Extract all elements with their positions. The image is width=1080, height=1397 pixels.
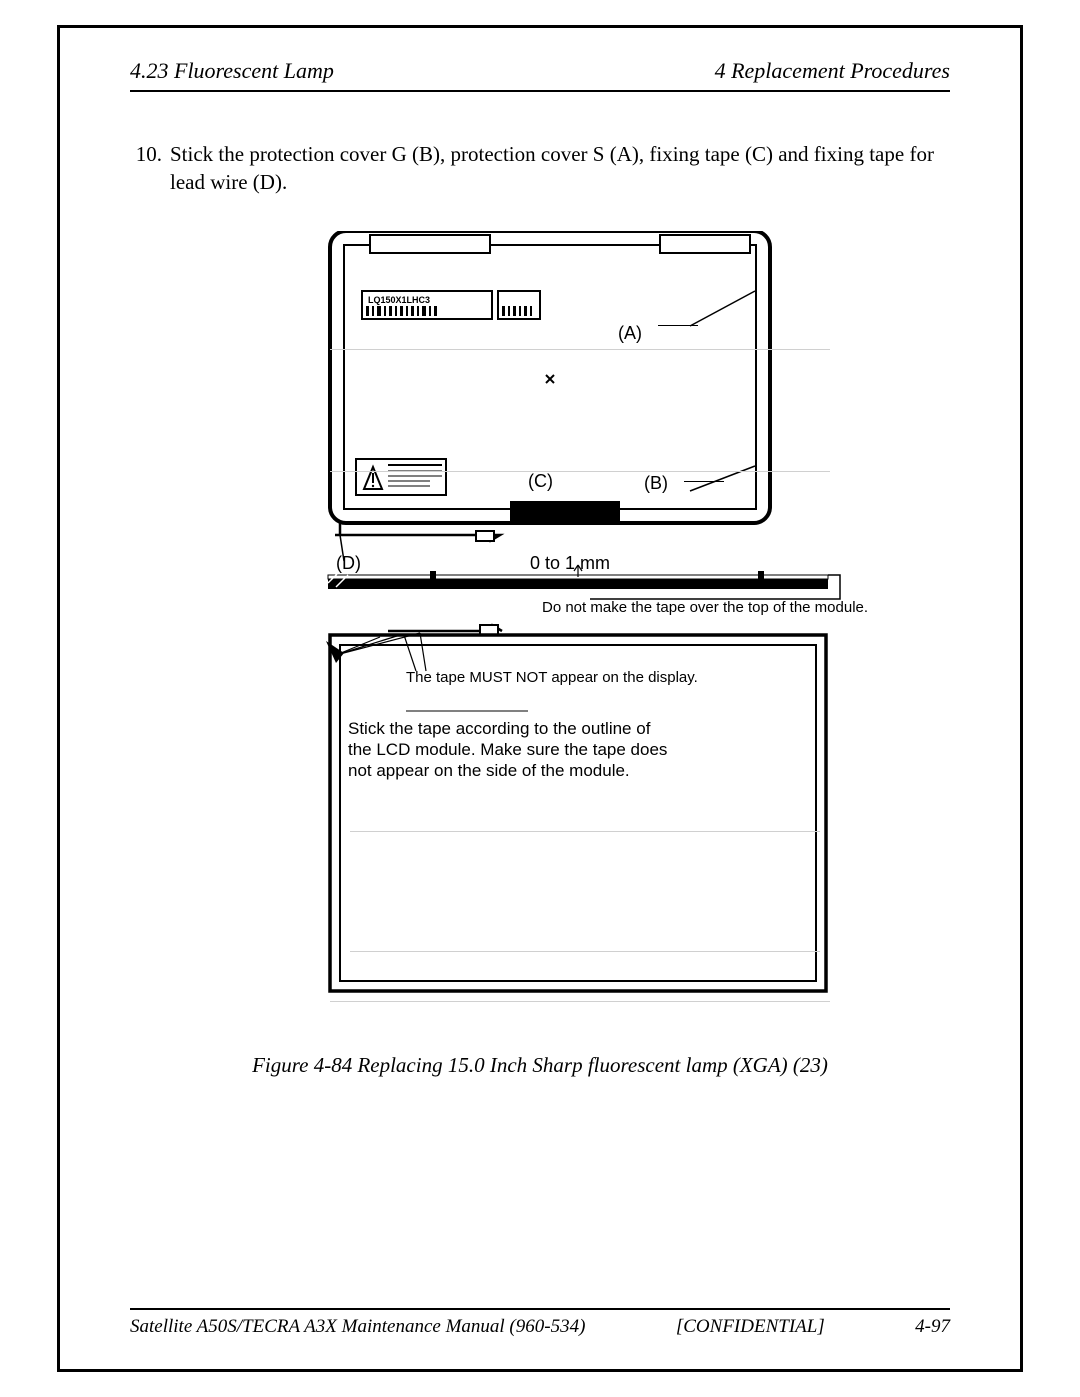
footer-left: Satellite A50S/TECRA A3X Maintenance Man… bbox=[130, 1316, 585, 1338]
note-top: Do not make the tape over the top of the… bbox=[542, 599, 868, 616]
figure-caption: Figure 4-84 Replacing 15.0 Inch Sharp fl… bbox=[130, 1053, 950, 1078]
faint-rule bbox=[350, 831, 820, 832]
step-number: 10. bbox=[130, 140, 170, 197]
faint-rule bbox=[330, 349, 830, 350]
step-10: 10. Stick the protection cover G (B), pr… bbox=[130, 140, 950, 197]
label-b: (B) bbox=[644, 473, 668, 494]
page-frame: 4.23 Fluorescent Lamp 4 Replacement Proc… bbox=[57, 25, 1023, 1372]
label-c: (C) bbox=[528, 471, 553, 492]
faint-rule bbox=[350, 951, 820, 952]
note-outline-l2: the LCD module. Make sure the tape does bbox=[348, 739, 667, 760]
label-gap: 0 to 1 mm bbox=[530, 553, 610, 574]
header-right: 4 Replacement Procedures bbox=[715, 58, 950, 84]
barcode-text: LQ150X1LHC3 bbox=[368, 295, 430, 305]
content-area: 4.23 Fluorescent Lamp 4 Replacement Proc… bbox=[130, 58, 950, 1338]
faint-rule bbox=[330, 471, 830, 472]
note-outline: Stick the tape according to the outline … bbox=[348, 718, 667, 782]
footer-center: [CONFIDENTIAL] bbox=[676, 1316, 825, 1338]
figure-area: LQ150X1LHC3 bbox=[130, 231, 950, 1021]
header-left: 4.23 Fluorescent Lamp bbox=[130, 58, 334, 84]
note-outline-l3: not appear on the side of the module. bbox=[348, 760, 667, 781]
page-header: 4.23 Fluorescent Lamp 4 Replacement Proc… bbox=[130, 58, 950, 92]
faint-rule bbox=[330, 1001, 830, 1002]
footer-right: 4-97 bbox=[915, 1316, 950, 1338]
label-d: (D) bbox=[336, 553, 361, 574]
top-panel: LQ150X1LHC3 bbox=[330, 231, 770, 541]
step-text: Stick the protection cover G (B), protec… bbox=[170, 140, 950, 197]
note-outline-l1: Stick the tape according to the outline … bbox=[348, 718, 667, 739]
label-b-dash bbox=[684, 481, 724, 482]
label-a-dash bbox=[658, 325, 698, 326]
label-a: (A) bbox=[618, 323, 642, 344]
note-display: The tape MUST NOT appear on the display. bbox=[406, 669, 698, 686]
page-footer: Satellite A50S/TECRA A3X Maintenance Man… bbox=[130, 1308, 950, 1338]
